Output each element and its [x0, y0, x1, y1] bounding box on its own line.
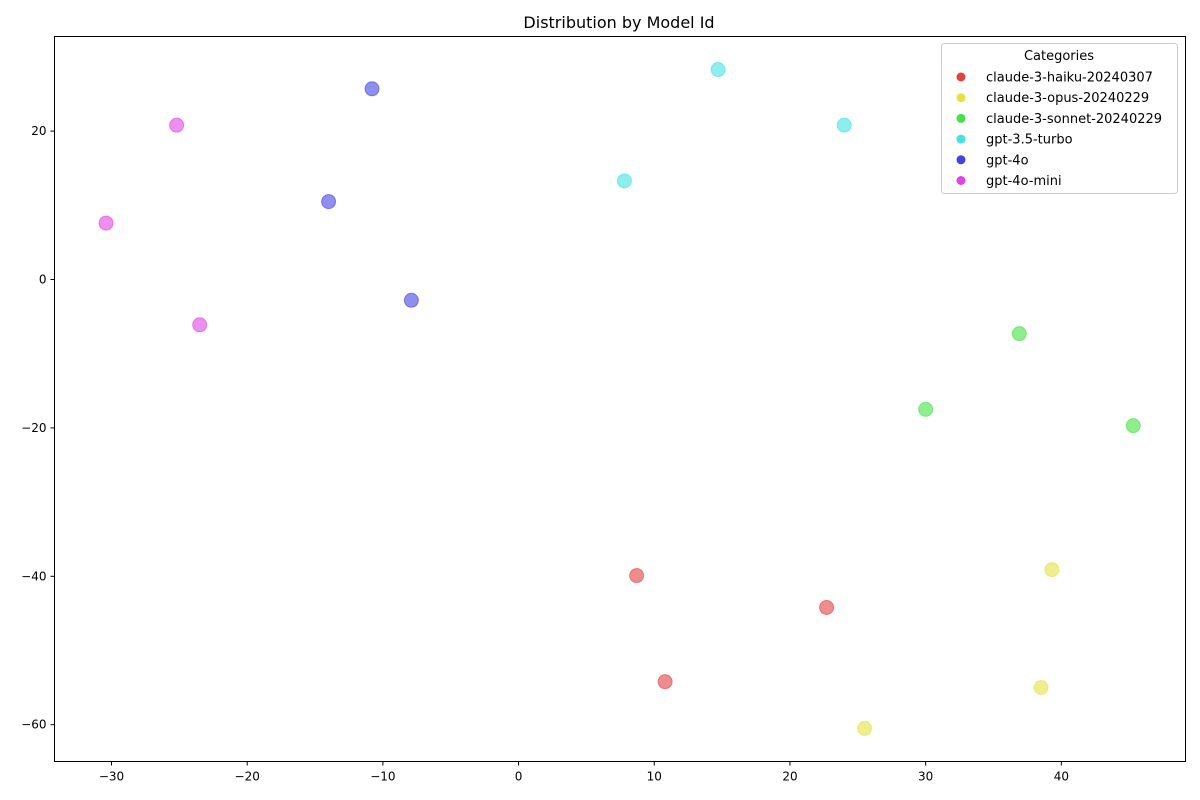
legend-label: claude-3-sonnet-20240229: [986, 112, 1162, 127]
x-tick-label: 20: [782, 770, 797, 784]
x-tick-label: −30: [99, 770, 124, 784]
chart-title: Distribution by Model Id: [523, 13, 714, 32]
y-tick-label: −20: [21, 421, 46, 435]
point-claude-3-haiku-20240307: [819, 599, 835, 615]
point-gpt-3.5-turbo: [616, 173, 632, 189]
legend-marker: [956, 176, 966, 185]
legend-marker: [956, 113, 966, 123]
x-tick-label: 10: [647, 770, 662, 784]
legend-label: gpt-4o-mini: [986, 174, 1062, 189]
y-tick-label: −40: [21, 569, 46, 583]
legend-marker: [956, 155, 966, 165]
y-tick-label: 20: [31, 124, 46, 138]
point-gpt-4o-mini: [169, 117, 185, 133]
point-claude-3-haiku-20240307: [657, 674, 673, 690]
point-gpt-4o-mini: [98, 215, 114, 231]
legend-label: gpt-4o: [986, 153, 1029, 168]
y-tick-label: 0: [39, 273, 47, 287]
point-gpt-4o: [321, 194, 337, 210]
legend-marker: [956, 72, 966, 82]
point-gpt-4o-mini: [192, 317, 208, 333]
point-claude-3-sonnet-20240229: [1125, 418, 1141, 434]
x-tick-label: 0: [515, 770, 523, 784]
legend-label: gpt-3.5-turbo: [986, 133, 1073, 148]
point-claude-3-haiku-20240307: [629, 568, 645, 584]
x-tick-label: 40: [1054, 770, 1069, 784]
point-gpt-3.5-turbo: [710, 62, 726, 78]
x-tick-label: 30: [918, 770, 933, 784]
y-tick-label: −60: [21, 718, 46, 732]
x-tick-label: −10: [370, 770, 395, 784]
legend-label: claude-3-haiku-20240307: [986, 71, 1153, 86]
x-tick-label: −20: [235, 770, 260, 784]
point-claude-3-opus-20240229: [1033, 680, 1049, 696]
legend-label: claude-3-opus-20240229: [986, 91, 1149, 106]
legend-marker: [956, 134, 966, 144]
point-claude-3-sonnet-20240229: [1011, 326, 1027, 342]
plot-frame: [54, 36, 1186, 762]
legend-marker: [956, 93, 966, 103]
point-gpt-3.5-turbo: [836, 117, 852, 133]
legend-box: [941, 43, 1178, 194]
point-gpt-4o: [364, 81, 380, 97]
point-claude-3-opus-20240229: [1044, 562, 1060, 578]
point-gpt-4o: [403, 292, 419, 308]
legend-title: Categories: [1024, 49, 1094, 64]
point-claude-3-opus-20240229: [857, 720, 873, 736]
point-claude-3-sonnet-20240229: [918, 401, 934, 417]
legend: Categories claude-3-haiku-20240307 claude-…: [941, 43, 1178, 194]
